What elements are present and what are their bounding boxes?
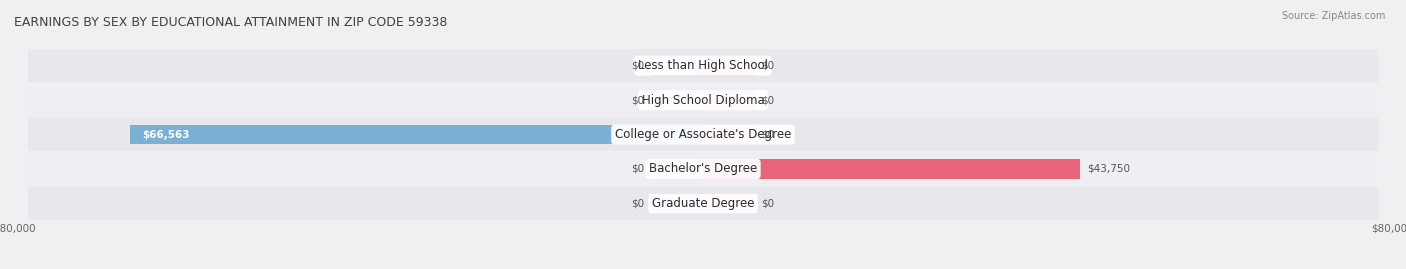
- Text: EARNINGS BY SEX BY EDUCATIONAL ATTAINMENT IN ZIP CODE 59338: EARNINGS BY SEX BY EDUCATIONAL ATTAINMEN…: [14, 16, 447, 30]
- Text: $0: $0: [762, 61, 775, 71]
- Text: College or Associate's Degree: College or Associate's Degree: [614, 128, 792, 141]
- Text: Graduate Degree: Graduate Degree: [652, 197, 754, 210]
- Text: $43,750: $43,750: [1087, 164, 1129, 174]
- FancyBboxPatch shape: [28, 153, 1378, 185]
- Bar: [703, 125, 755, 144]
- Text: High School Diploma: High School Diploma: [641, 94, 765, 107]
- Text: $0: $0: [631, 198, 644, 208]
- Bar: [651, 90, 703, 110]
- Bar: [703, 193, 755, 213]
- Text: $0: $0: [762, 198, 775, 208]
- Text: $0: $0: [762, 95, 775, 105]
- Text: $0: $0: [631, 61, 644, 71]
- Bar: [651, 159, 703, 179]
- Bar: [703, 90, 755, 110]
- Text: $66,563: $66,563: [142, 129, 190, 140]
- Bar: [703, 159, 1080, 179]
- Text: Bachelor's Degree: Bachelor's Degree: [650, 162, 756, 175]
- Text: $0: $0: [631, 95, 644, 105]
- Bar: [651, 56, 703, 76]
- Text: $0: $0: [762, 129, 775, 140]
- Text: Less than High School: Less than High School: [638, 59, 768, 72]
- FancyBboxPatch shape: [28, 187, 1378, 220]
- FancyBboxPatch shape: [28, 118, 1378, 151]
- FancyBboxPatch shape: [28, 49, 1378, 82]
- Bar: [651, 193, 703, 213]
- Bar: [129, 125, 703, 144]
- Text: Source: ZipAtlas.com: Source: ZipAtlas.com: [1281, 11, 1385, 21]
- Bar: [703, 56, 755, 76]
- Text: $0: $0: [631, 164, 644, 174]
- FancyBboxPatch shape: [28, 84, 1378, 116]
